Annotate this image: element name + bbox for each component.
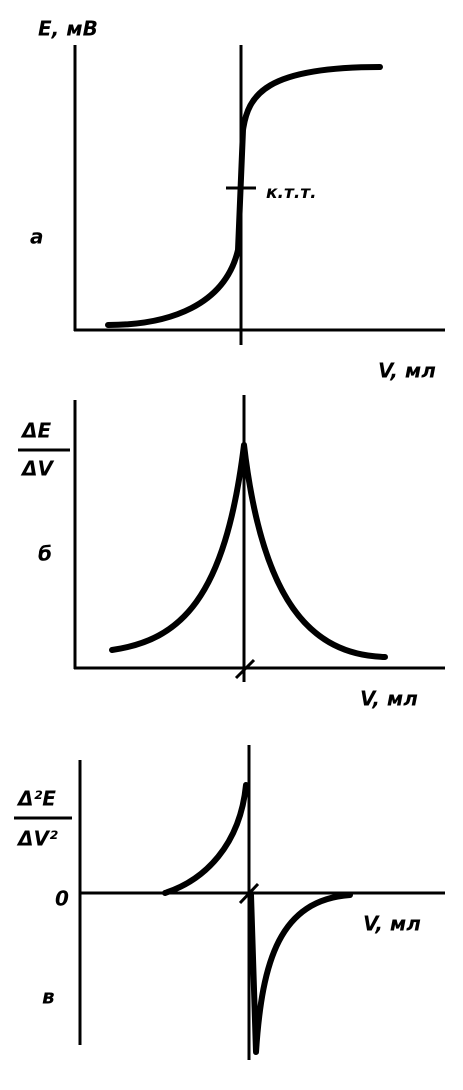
- panel-letter: а: [30, 225, 44, 249]
- second-derivative-positive: [162, 782, 249, 896]
- equivalence-mark: [238, 882, 260, 905]
- y-label: E, мВ: [38, 17, 98, 41]
- y-label-top: Δ²E: [16, 787, 56, 811]
- titration-curve: [105, 64, 383, 328]
- panel-a: E, мВ а к.т.т. V, мл: [30, 17, 445, 383]
- x-label: V, мл: [360, 687, 418, 711]
- y-label-bottom: ΔV²: [16, 827, 58, 851]
- zero-label: 0: [55, 887, 69, 911]
- panel-b: ΔE ΔV б V, мл: [18, 395, 445, 711]
- panel-c: Δ²E ΔV² 0 в V, мл: [14, 745, 445, 1060]
- y-label-bottom: ΔV: [20, 457, 54, 481]
- x-label: V, мл: [363, 912, 421, 936]
- x-label: V, мл: [378, 359, 436, 383]
- panel-letter: б: [38, 542, 52, 566]
- annotation: к.т.т.: [266, 183, 317, 203]
- second-derivative-negative: [248, 892, 353, 1055]
- derivative-curve: [109, 442, 388, 660]
- equivalence-mark: [234, 658, 256, 680]
- panel-letter: в: [42, 985, 55, 1009]
- y-label-top: ΔE: [20, 419, 51, 443]
